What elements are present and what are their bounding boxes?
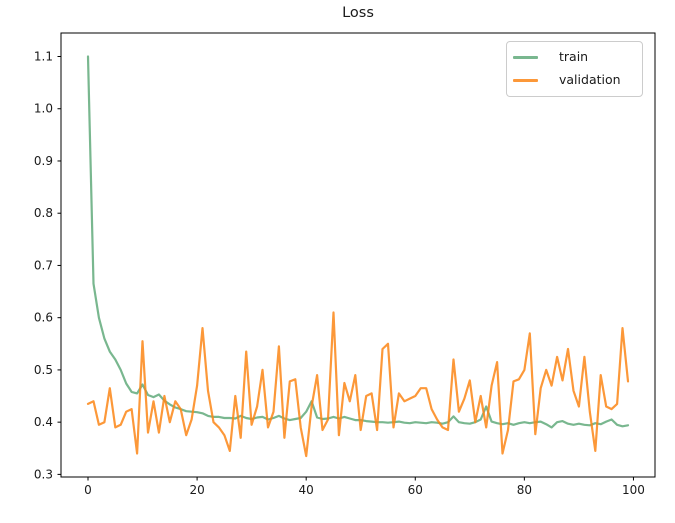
- legend-item-train: train: [513, 47, 638, 67]
- legend-label-train: train: [559, 49, 589, 65]
- x-axis-tick-label: 100: [622, 483, 645, 497]
- legend-label-validation: validation: [559, 72, 621, 88]
- validation-series-line: [86, 311, 630, 458]
- x-axis-tick-label: 60: [408, 483, 423, 497]
- x-axis-tick-label: 0: [84, 483, 92, 497]
- y-axis-tick-label: 0.3: [34, 467, 53, 481]
- train-series-line: [86, 55, 630, 429]
- legend: train validation: [506, 41, 643, 97]
- y-axis-tick-label: 1.1: [34, 50, 53, 64]
- x-axis-tick-label: 80: [517, 483, 532, 497]
- x-axis-tick-label: 20: [189, 483, 204, 497]
- y-axis-tick-label: 1.0: [34, 102, 53, 116]
- y-axis-tick-label: 0.5: [34, 363, 53, 377]
- chart-title: Loss: [342, 5, 374, 21]
- x-axis-tick-label: 40: [299, 483, 314, 497]
- y-axis-tick-label: 0.7: [34, 258, 53, 272]
- y-axis-tick-label: 0.9: [34, 154, 53, 168]
- y-axis-tick-label: 0.4: [34, 415, 53, 429]
- legend-swatch-validation: [513, 79, 538, 82]
- legend-swatch-train: [513, 56, 538, 59]
- y-axis-tick-label: 0.8: [34, 206, 53, 220]
- y-axis-tick-label: 0.6: [34, 311, 53, 325]
- legend-item-validation: validation: [513, 71, 638, 91]
